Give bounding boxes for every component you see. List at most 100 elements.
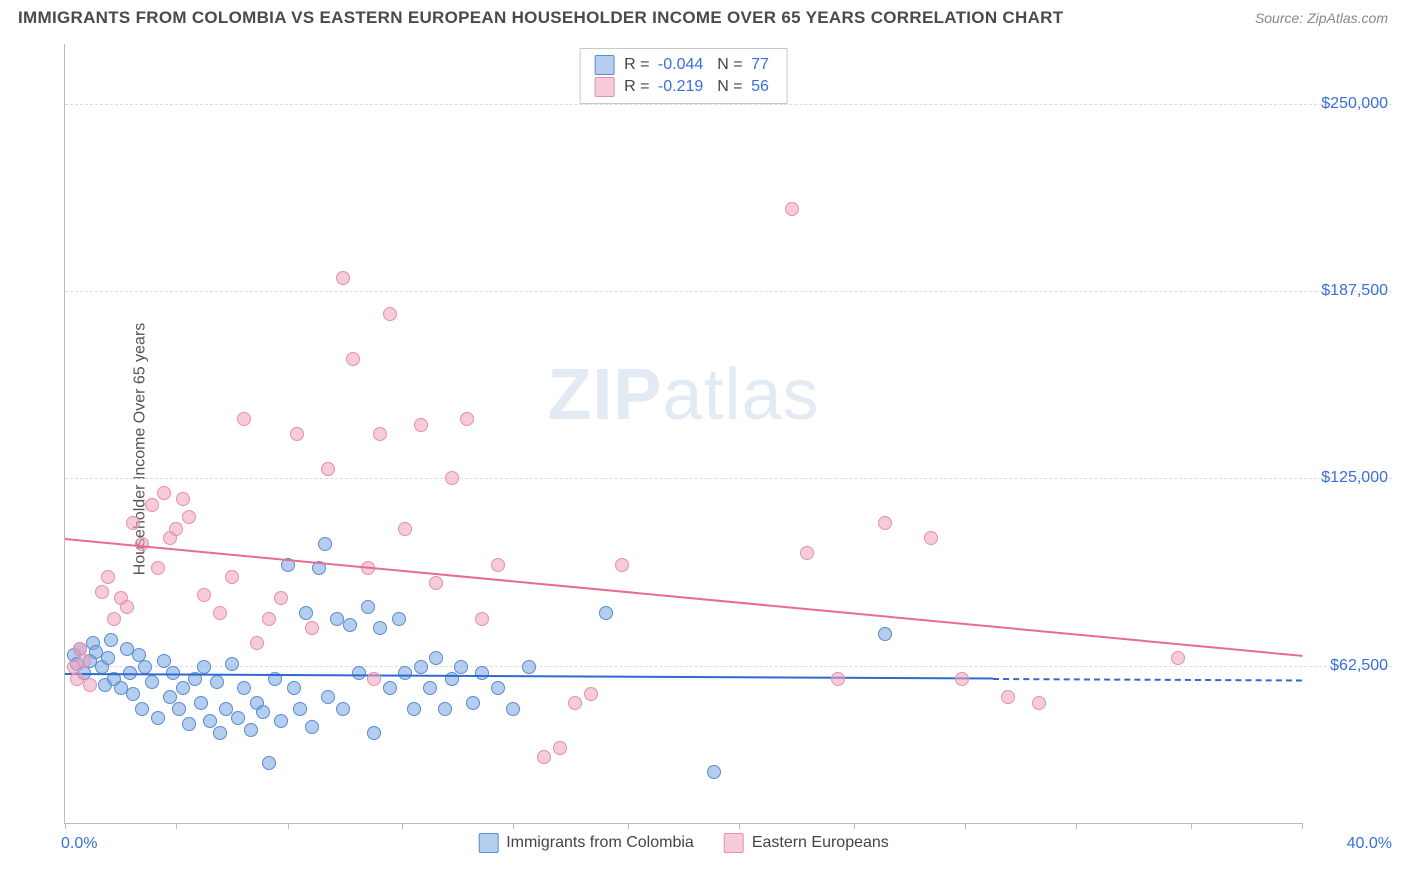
swatch-blue-icon bbox=[594, 55, 614, 75]
data-point-colombia bbox=[367, 726, 381, 740]
data-point-colombia bbox=[210, 675, 224, 689]
data-point-colombia bbox=[287, 681, 301, 695]
data-point-eastern bbox=[157, 486, 171, 500]
data-point-eastern bbox=[445, 471, 459, 485]
chart-header: IMMIGRANTS FROM COLOMBIA VS EASTERN EURO… bbox=[0, 0, 1406, 32]
data-point-eastern bbox=[785, 202, 799, 216]
x-tick bbox=[739, 823, 740, 829]
gridline bbox=[65, 478, 1392, 479]
x-tick bbox=[628, 823, 629, 829]
r-label: R = -0.044 bbox=[624, 56, 707, 74]
y-tick-label: $62,500 bbox=[1330, 657, 1388, 675]
data-point-eastern bbox=[95, 585, 109, 599]
data-point-eastern bbox=[1171, 651, 1185, 665]
data-point-eastern bbox=[475, 612, 489, 626]
n-value-blue: 77 bbox=[751, 56, 769, 73]
data-point-eastern bbox=[145, 498, 159, 512]
data-point-colombia bbox=[219, 702, 233, 716]
data-point-colombia bbox=[299, 606, 313, 620]
gridline bbox=[65, 104, 1392, 105]
data-point-eastern bbox=[373, 427, 387, 441]
plot-region: ZIPatlas R = -0.044 N = 77 R = -0.219 N … bbox=[64, 44, 1302, 824]
data-point-eastern bbox=[336, 271, 350, 285]
data-point-colombia bbox=[262, 756, 276, 770]
data-point-colombia bbox=[878, 627, 892, 641]
source-label: Source: ZipAtlas.com bbox=[1255, 10, 1388, 26]
data-point-colombia bbox=[231, 711, 245, 725]
x-tick bbox=[1076, 823, 1077, 829]
data-point-eastern bbox=[367, 672, 381, 686]
data-point-eastern bbox=[537, 750, 551, 764]
data-point-eastern bbox=[197, 588, 211, 602]
data-point-eastern bbox=[955, 672, 969, 686]
data-point-eastern bbox=[262, 612, 276, 626]
x-tick bbox=[854, 823, 855, 829]
data-point-colombia bbox=[707, 765, 721, 779]
data-point-colombia bbox=[392, 612, 406, 626]
data-point-colombia bbox=[318, 537, 332, 551]
data-point-eastern bbox=[924, 531, 938, 545]
swatch-pink-icon bbox=[594, 77, 614, 97]
x-tick bbox=[965, 823, 966, 829]
data-point-eastern bbox=[878, 516, 892, 530]
data-point-eastern bbox=[274, 591, 288, 605]
series-legend: Immigrants from Colombia Eastern Europea… bbox=[478, 833, 889, 853]
data-point-colombia bbox=[138, 660, 152, 674]
r-value-pink: -0.219 bbox=[658, 78, 703, 95]
data-point-colombia bbox=[352, 666, 366, 680]
data-point-colombia bbox=[104, 633, 118, 647]
data-point-colombia bbox=[244, 723, 258, 737]
data-point-eastern bbox=[237, 412, 251, 426]
data-point-colombia bbox=[135, 702, 149, 716]
data-point-colombia bbox=[398, 666, 412, 680]
data-point-eastern bbox=[250, 636, 264, 650]
data-point-eastern bbox=[615, 558, 629, 572]
data-point-colombia bbox=[361, 600, 375, 614]
data-point-colombia bbox=[506, 702, 520, 716]
watermark: ZIPatlas bbox=[547, 354, 819, 436]
n-value-pink: 56 bbox=[751, 78, 769, 95]
data-point-colombia bbox=[336, 702, 350, 716]
data-point-eastern bbox=[491, 558, 505, 572]
legend-row-blue: R = -0.044 N = 77 bbox=[594, 55, 773, 75]
x-tick bbox=[1302, 823, 1303, 829]
data-point-colombia bbox=[321, 690, 335, 704]
correlation-legend: R = -0.044 N = 77 R = -0.219 N = 56 bbox=[579, 48, 788, 104]
data-point-colombia bbox=[145, 675, 159, 689]
legend-row-pink: R = -0.219 N = 56 bbox=[594, 77, 773, 97]
y-tick-label: $187,500 bbox=[1321, 282, 1388, 300]
legend-item-colombia: Immigrants from Colombia bbox=[478, 833, 694, 853]
data-point-eastern bbox=[290, 427, 304, 441]
data-point-colombia bbox=[429, 651, 443, 665]
data-point-colombia bbox=[522, 660, 536, 674]
x-tick bbox=[176, 823, 177, 829]
data-point-eastern bbox=[213, 606, 227, 620]
data-point-colombia bbox=[305, 720, 319, 734]
x-tick bbox=[402, 823, 403, 829]
data-point-eastern bbox=[831, 672, 845, 686]
data-point-eastern bbox=[101, 570, 115, 584]
data-point-colombia bbox=[213, 726, 227, 740]
data-point-eastern bbox=[305, 621, 319, 635]
r-value-blue: -0.044 bbox=[658, 56, 703, 73]
gridline bbox=[65, 291, 1392, 292]
data-point-colombia bbox=[237, 681, 251, 695]
data-point-colombia bbox=[194, 696, 208, 710]
data-point-colombia bbox=[383, 681, 397, 695]
x-max-label: 40.0% bbox=[1347, 835, 1392, 853]
data-point-colombia bbox=[599, 606, 613, 620]
data-point-eastern bbox=[107, 612, 121, 626]
data-point-eastern bbox=[120, 600, 134, 614]
watermark-rest: atlas bbox=[662, 355, 819, 435]
data-point-colombia bbox=[151, 711, 165, 725]
chart-title: IMMIGRANTS FROM COLOMBIA VS EASTERN EURO… bbox=[18, 8, 1063, 28]
y-tick-label: $250,000 bbox=[1321, 95, 1388, 113]
data-point-colombia bbox=[293, 702, 307, 716]
data-point-eastern bbox=[225, 570, 239, 584]
data-point-eastern bbox=[584, 687, 598, 701]
legend-item-eastern: Eastern Europeans bbox=[724, 833, 889, 853]
data-point-colombia bbox=[256, 705, 270, 719]
data-point-colombia bbox=[373, 621, 387, 635]
chart-area: Householder Income Over 65 years ZIPatla… bbox=[44, 44, 1392, 854]
data-point-eastern bbox=[77, 654, 91, 668]
